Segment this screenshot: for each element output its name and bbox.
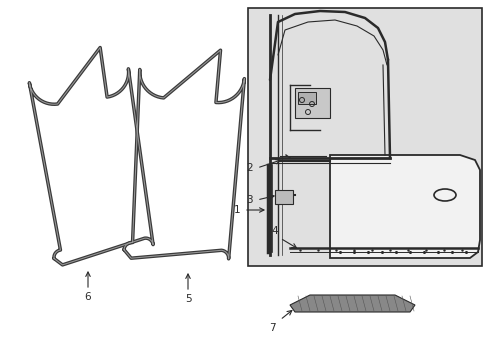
Text: 4: 4 <box>271 226 278 236</box>
Polygon shape <box>329 155 479 258</box>
Text: 1: 1 <box>233 205 240 215</box>
Bar <box>297 92 315 104</box>
Bar <box>247 8 481 266</box>
Bar <box>294 88 329 118</box>
Text: 7: 7 <box>269 323 275 333</box>
Text: 6: 6 <box>84 292 91 302</box>
Bar <box>274 190 292 204</box>
Text: 3: 3 <box>246 195 252 205</box>
Polygon shape <box>289 295 414 312</box>
Text: 2: 2 <box>246 163 252 173</box>
Text: 5: 5 <box>184 294 191 304</box>
